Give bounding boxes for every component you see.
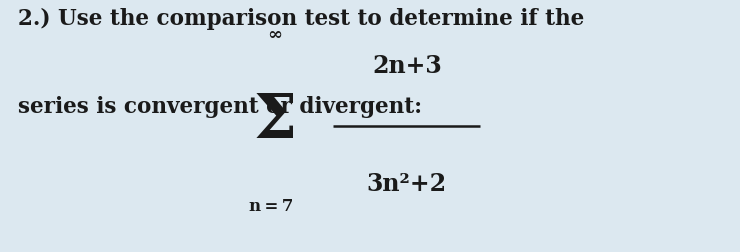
Text: 3n²+2: 3n²+2 (367, 172, 447, 196)
Text: 2n+3: 2n+3 (372, 53, 442, 78)
Text: 2.) Use the comparison test to determine if the: 2.) Use the comparison test to determine… (18, 8, 585, 30)
Text: n = 7: n = 7 (249, 198, 293, 215)
Text: ∞: ∞ (267, 26, 283, 44)
Text: series is convergent or divergent:: series is convergent or divergent: (18, 96, 423, 118)
Text: Σ: Σ (253, 91, 297, 151)
